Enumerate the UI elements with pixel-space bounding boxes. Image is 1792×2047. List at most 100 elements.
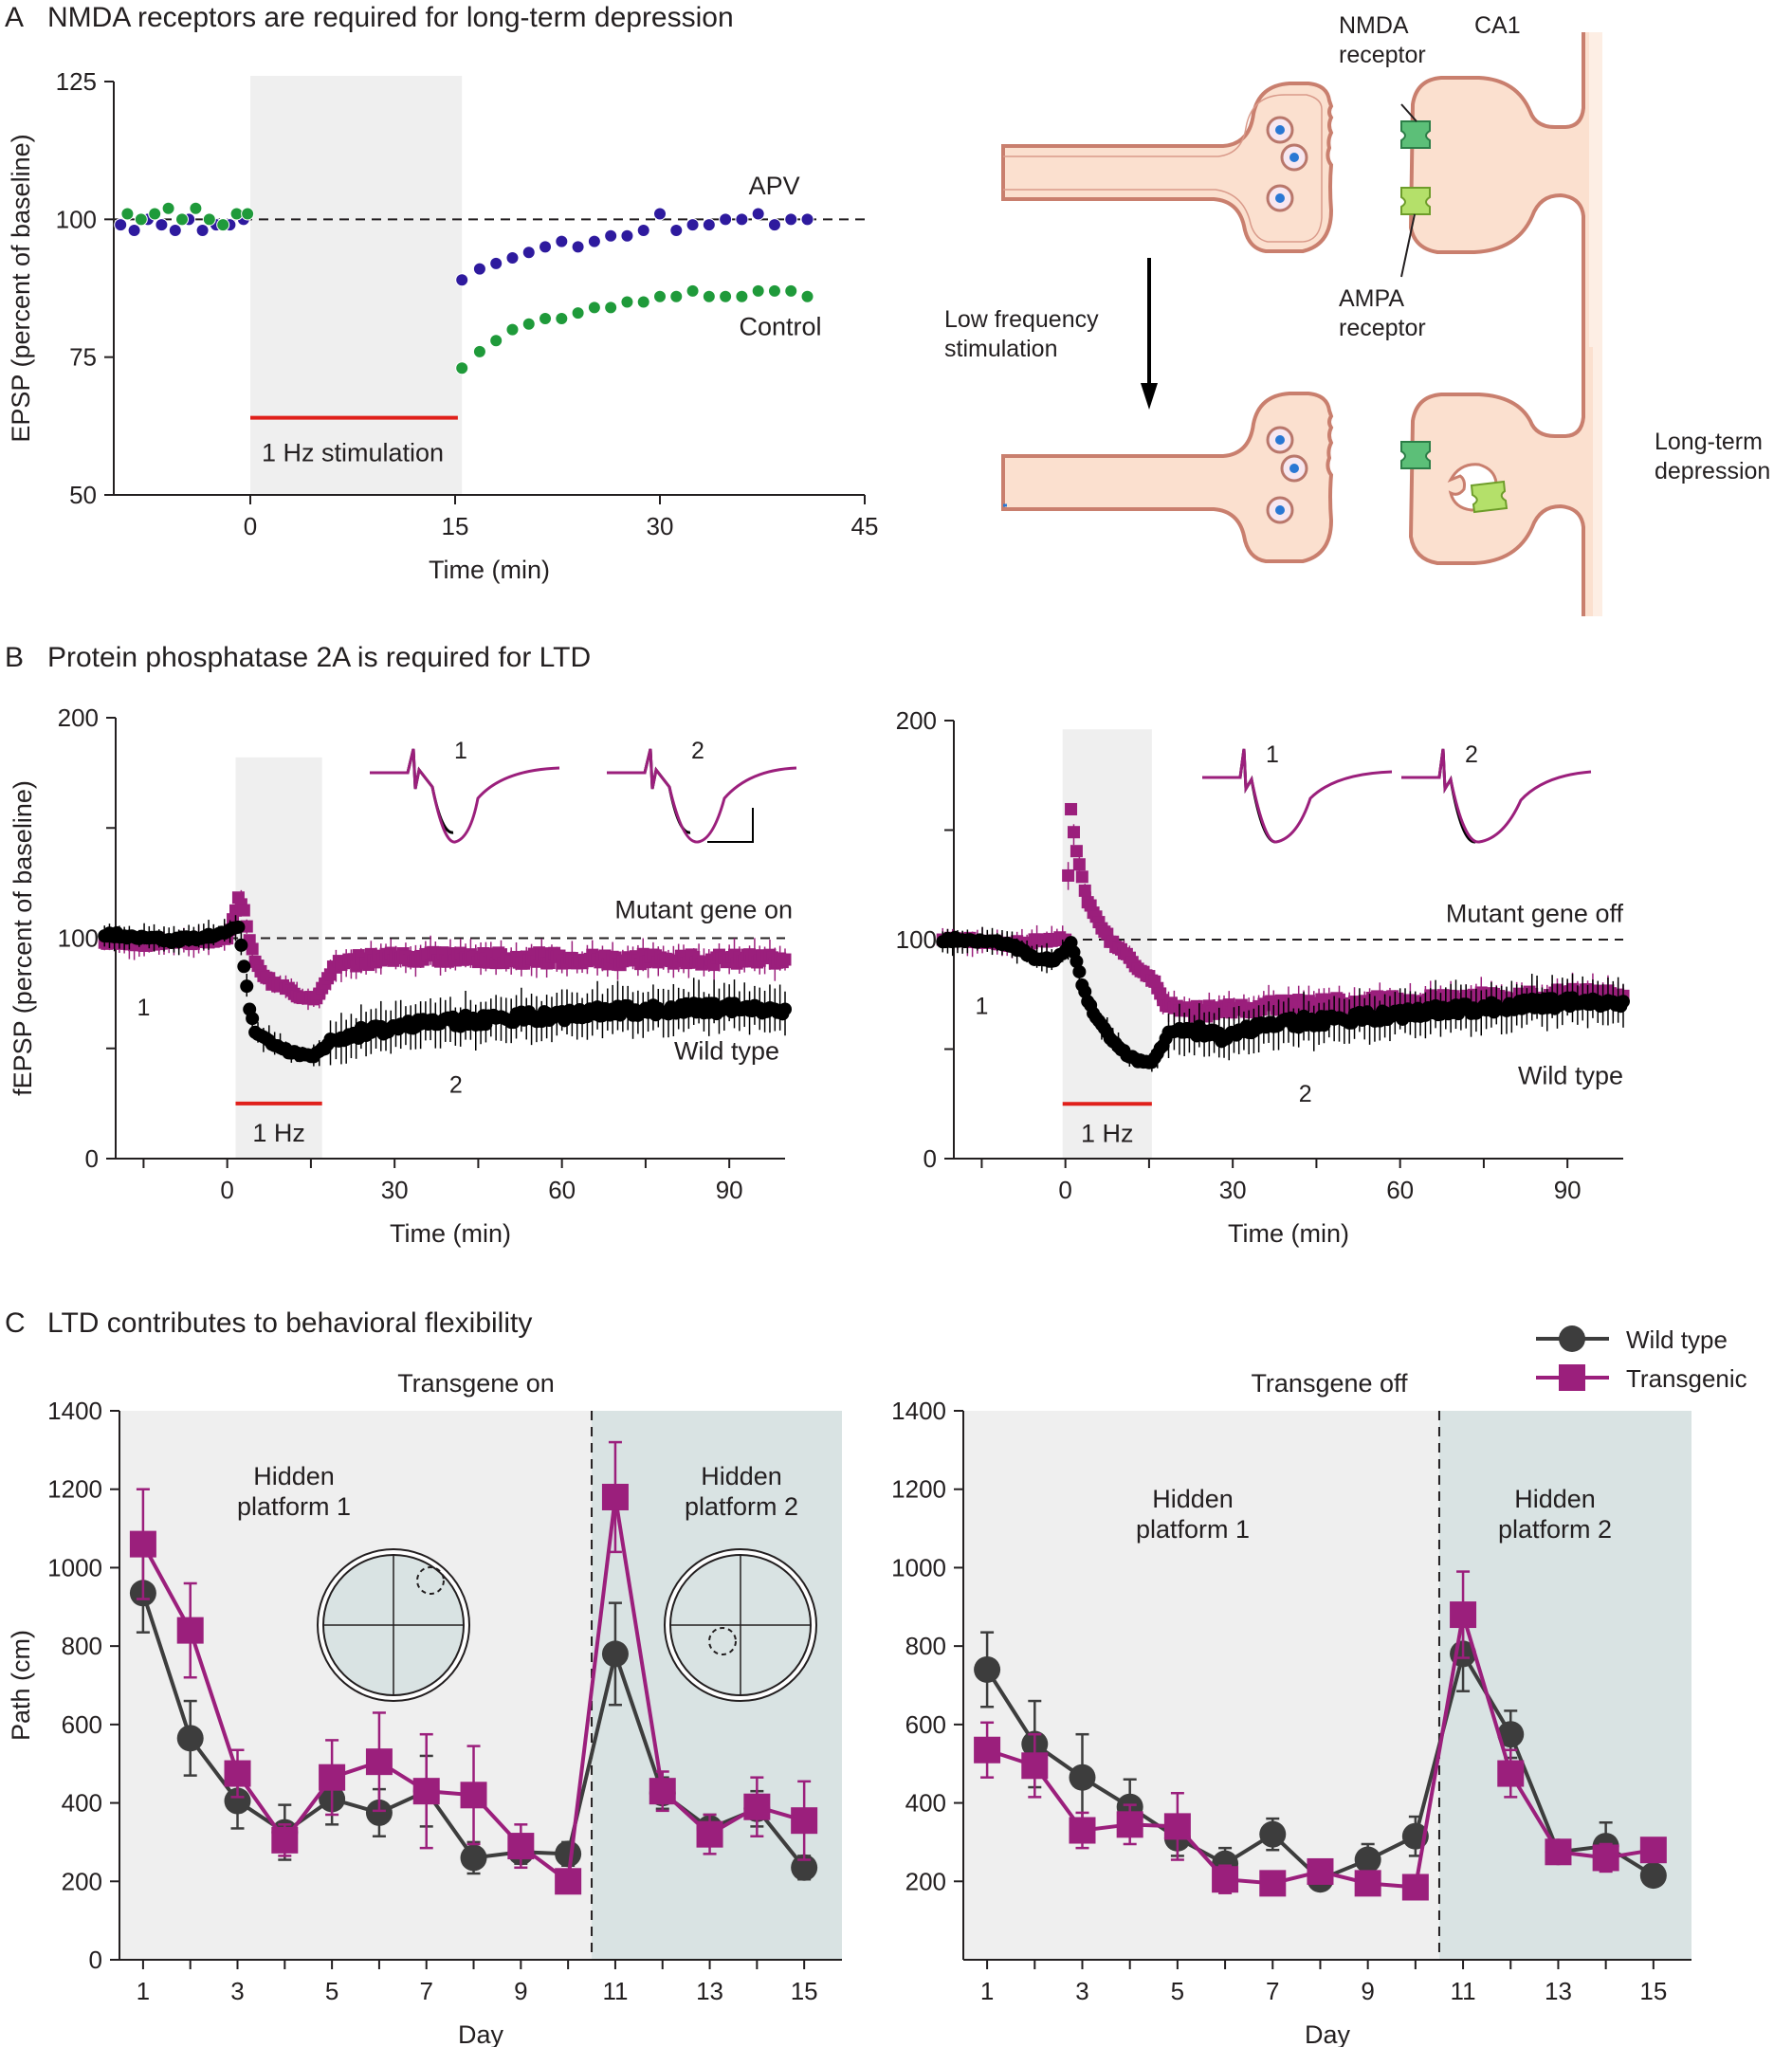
data-point	[974, 1736, 1001, 1764]
hidden-platform	[708, 1627, 737, 1655]
data-point	[767, 283, 781, 298]
y-axis-label: EPSP (percent of baseline)	[7, 134, 35, 442]
data-point	[735, 212, 749, 227]
panel-c-letter: C	[5, 1307, 26, 1339]
data-point	[1259, 1820, 1287, 1848]
data-point	[1307, 1857, 1334, 1885]
data-point	[743, 1793, 771, 1820]
data-point	[653, 207, 667, 221]
nmda-pointer	[1400, 103, 1417, 122]
nmda-receptor-bottom	[1400, 441, 1431, 469]
ampa-label-line2: receptor	[1339, 315, 1426, 341]
trace-magenta	[370, 748, 560, 844]
data-point	[1069, 1817, 1096, 1844]
legend-transgenic-marker	[1559, 1364, 1585, 1391]
data-point	[800, 212, 814, 227]
data-point	[175, 212, 189, 227]
x-tick-label: 45	[851, 512, 879, 540]
y-axis-label: fEPSP (percent of baseline)	[9, 780, 37, 1096]
data-point	[751, 207, 765, 221]
y-tick-label: 125	[56, 67, 97, 96]
legend-transgenic-label: Transgenic	[1626, 1364, 1747, 1393]
data-point	[455, 361, 469, 375]
ltd-label-line1: Long-term	[1655, 429, 1763, 455]
data-point	[555, 234, 569, 248]
region-label-1-line1: Hidden	[253, 1462, 335, 1490]
data-point	[365, 1748, 393, 1776]
data-point	[784, 212, 798, 227]
data-point	[521, 246, 536, 260]
y-tick-label: 50	[69, 481, 97, 509]
data-point	[555, 1868, 582, 1895]
panel-b-title: Protein phosphatase 2A is required for L…	[47, 642, 591, 673]
y-tick-label: 400	[905, 1789, 946, 1818]
data-point	[702, 218, 716, 232]
x-tick-label: 9	[514, 1977, 527, 2005]
y-tick-label: 600	[62, 1710, 102, 1739]
y-tick-label: 1400	[47, 1397, 102, 1425]
data-point	[571, 240, 585, 254]
data-point	[1062, 868, 1075, 882]
trace-magenta	[607, 748, 797, 844]
series-label-apv: APV	[749, 172, 800, 200]
data-point	[735, 289, 749, 303]
x-tick-label: 60	[1386, 1176, 1414, 1204]
y-tick-label: 1200	[891, 1475, 946, 1504]
data-point	[636, 295, 650, 309]
x-tick-label: 5	[1171, 1977, 1184, 2005]
data-point	[240, 979, 254, 994]
panel-a-letter: A	[5, 2, 24, 33]
data-point	[161, 201, 175, 215]
data-point	[114, 218, 128, 232]
vesicles-top	[1266, 116, 1308, 212]
y-tick-label: 200	[905, 1867, 946, 1895]
x-tick-label: 15	[791, 1977, 818, 2005]
ca1-label: CA1	[1474, 12, 1521, 39]
presynaptic-terminal-top	[1001, 82, 1334, 253]
data-point	[505, 322, 520, 337]
data-point	[653, 289, 667, 303]
data-point	[601, 1483, 629, 1510]
water-maze-icon	[317, 1548, 470, 1702]
data-point	[1212, 1866, 1239, 1893]
data-point	[702, 289, 716, 303]
x-tick-label: 30	[381, 1176, 409, 1204]
data-point	[1021, 1752, 1049, 1780]
x-tick-label: 3	[230, 1977, 244, 2005]
point-label-2: 2	[1299, 1081, 1312, 1107]
stimulation-label: 1 Hz	[1081, 1119, 1134, 1147]
x-tick-label: 1	[137, 1977, 150, 2005]
x-tick-label: 11	[1451, 1977, 1476, 2005]
data-point	[195, 223, 210, 237]
data-point	[127, 223, 141, 237]
arrow-label-line2: stimulation	[944, 336, 1058, 362]
panel-a-title: NMDA receptors are required for long-ter…	[47, 2, 734, 33]
data-point	[1075, 870, 1088, 884]
data-point	[555, 311, 569, 325]
data-point	[189, 201, 203, 215]
axon-terminal-shape-bottom	[1001, 392, 1334, 563]
point-label-2: 2	[449, 1071, 463, 1098]
data-point	[800, 289, 814, 303]
curve-label-top: Mutant gene off	[1446, 900, 1624, 928]
y-tick-label: 1000	[891, 1553, 946, 1581]
ampa-pointer	[1400, 213, 1416, 278]
y-tick-label: 100	[56, 205, 97, 233]
plot-title: Transgene on	[397, 1369, 555, 1398]
data-point	[1354, 1870, 1381, 1897]
plot-c-right: 1 3 5 7 9 11 13 15200400600800100012001400DayTr…	[891, 1369, 1691, 2047]
inset-label: 2	[1465, 741, 1478, 768]
data-point	[1070, 845, 1083, 858]
data-point	[365, 1799, 393, 1826]
y-tick-label: 100	[896, 925, 937, 954]
y-tick-label: 0	[923, 1144, 937, 1173]
data-point	[620, 228, 634, 243]
x-axis-label: Day	[1305, 2020, 1351, 2047]
y-tick-label: 100	[58, 924, 99, 953]
inset-label: 1	[454, 738, 467, 764]
data-point	[539, 240, 553, 254]
data-point	[719, 212, 733, 227]
y-tick-label: 1400	[891, 1397, 946, 1425]
y-tick-label: 0	[85, 1144, 99, 1173]
